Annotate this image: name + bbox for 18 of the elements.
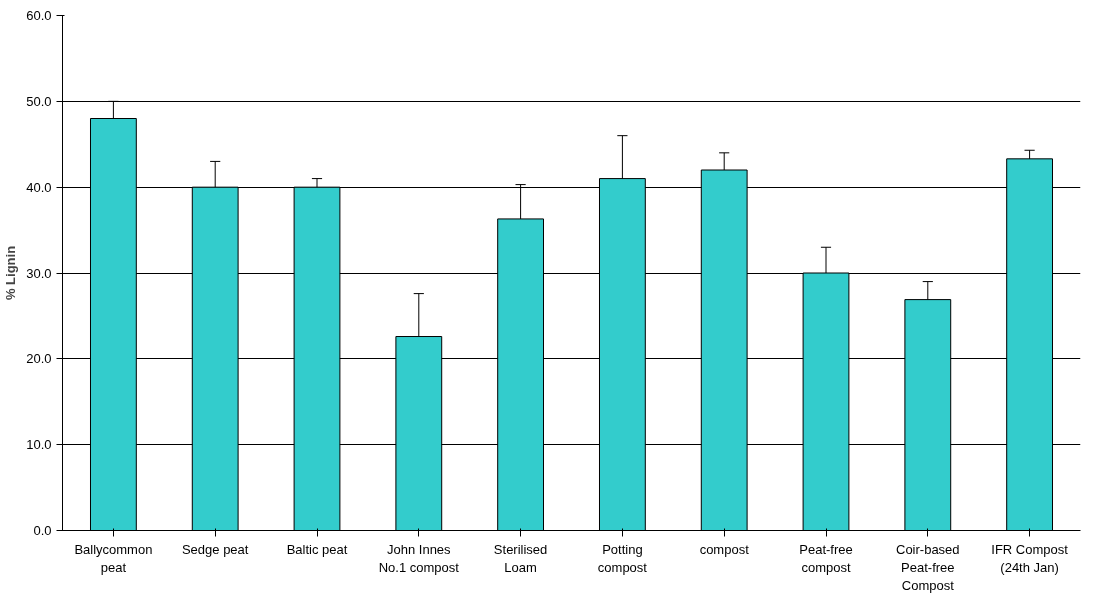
y-tick-label: 50.0 — [26, 93, 52, 109]
x-tick-label: Coir-based Peat-free Compost — [896, 541, 960, 593]
x-tick-label: John Innes No.1 compost — [378, 541, 460, 575]
x-tick-label: Baltic peat — [286, 541, 348, 557]
y-tick-label: 10.0 — [26, 437, 52, 453]
x-tick-label: Peat-free compost — [799, 541, 853, 575]
x-tick-label: Sterilised Loam — [493, 541, 548, 575]
x-tick-label: Sedge peat — [181, 541, 249, 557]
x-tick-label: compost — [699, 541, 750, 557]
y-tick-label: 30.0 — [26, 265, 52, 281]
y-axis-title: % Lignin — [3, 245, 19, 301]
x-tick-label: IFR Compost (24th Jan) — [991, 541, 1069, 575]
x-tick-label: Ballycommon peat — [74, 541, 153, 575]
y-tick-label: 0.0 — [33, 523, 52, 538]
y-tick-label: 40.0 — [26, 179, 52, 195]
y-tick-label: 20.0 — [26, 351, 52, 367]
x-tick-label: Potting compost — [597, 541, 648, 575]
y-tick-label: 60.0 — [26, 8, 52, 23]
